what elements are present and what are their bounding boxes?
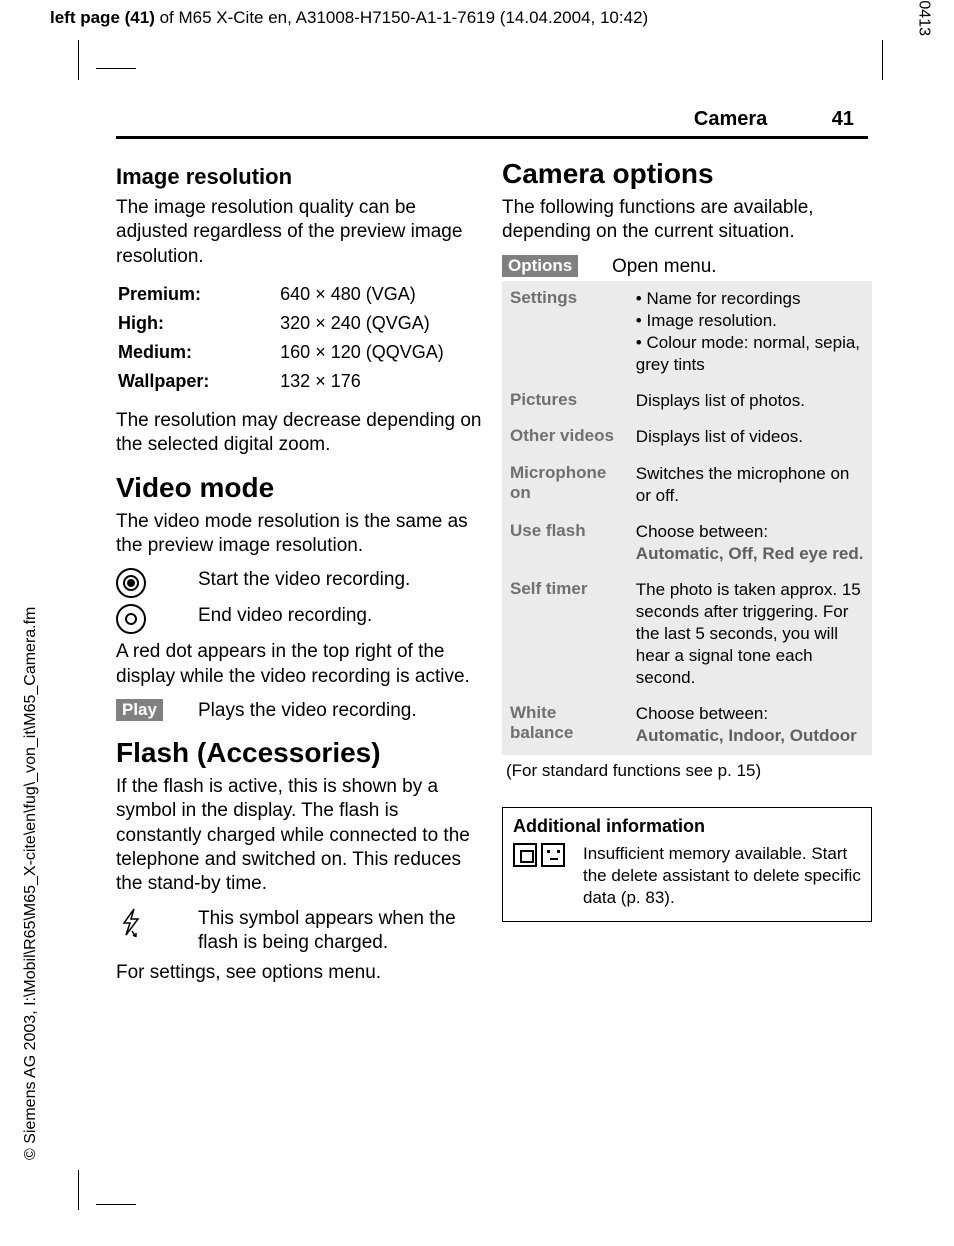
table-row: Self timer The photo is taken approx. 15… (502, 572, 872, 696)
table-row: White balance Choose between: Automatic,… (502, 696, 872, 754)
table-row: Use flash Choose between: Automatic, Off… (502, 514, 872, 572)
table-row: Settings Name for recordings Image resol… (502, 281, 872, 383)
record-start-text: Start the video recording. (198, 568, 410, 592)
flash-symbol-row: This symbol appears when the flash is be… (116, 907, 486, 956)
heading-video-mode: Video mode (116, 472, 486, 504)
opt-desc: Displays list of videos. (628, 419, 872, 455)
play-desc: Plays the video recording. (198, 699, 417, 723)
res-label: High: (118, 310, 278, 337)
heading-camera-options: Camera options (502, 158, 872, 190)
options-open-desc: Open menu. (612, 255, 717, 279)
page-header: Camera 41 (694, 108, 854, 131)
record-end-icon (116, 604, 198, 634)
heading-image-resolution: Image resolution (116, 164, 486, 190)
opt-bullet: Name for recordings (636, 288, 864, 310)
opt-label: White balance (502, 696, 628, 754)
para-video: The video mode resolution is the same as… (116, 510, 486, 559)
page-number: 41 (832, 108, 854, 131)
res-label: Premium: (118, 281, 278, 308)
res-value: 320 × 240 (QVGA) (280, 310, 484, 337)
crop-mark (78, 1170, 79, 1210)
play-row: Play Plays the video recording. (116, 699, 486, 723)
resolution-table: Premium:640 × 480 (VGA) High:320 × 240 (… (116, 279, 486, 397)
right-column: Camera options The following functions a… (502, 158, 872, 922)
page-section: Camera (694, 108, 767, 131)
res-value: 160 × 120 (QQVGA) (280, 339, 484, 366)
additional-info-title: Additional information (513, 816, 861, 837)
play-softkey: Play (116, 699, 163, 721)
side-note-right: VAR Language: en; VAR issue date: 040413 (914, 0, 932, 36)
options-softkey: Options (502, 255, 578, 277)
additional-info-icons (513, 843, 583, 867)
opt-desc-pre: Choose between: (636, 522, 768, 541)
para-camopts-intro: The following functions are available, d… (502, 196, 872, 245)
table-row: High:320 × 240 (QVGA) (118, 310, 484, 337)
opt-desc: Choose between: Automatic, Indoor, Outdo… (628, 696, 872, 754)
additional-info-box: Additional information Insufficient memo… (502, 807, 872, 922)
opt-bullet: Colour mode: normal, sepia, grey tints (636, 332, 864, 376)
opt-label: Self timer (502, 572, 628, 696)
table-row: Premium:640 × 480 (VGA) (118, 281, 484, 308)
doc-header-bold: left page (41) (50, 8, 155, 27)
crop-mark (882, 40, 883, 80)
opt-desc-pre: Choose between: (636, 704, 768, 723)
opt-label: Microphone on (502, 456, 628, 514)
opt-label: Other videos (502, 419, 628, 455)
opt-desc: Switches the microphone on or off. (628, 456, 872, 514)
flash-symbol-text: This symbol appears when the flash is be… (198, 907, 486, 956)
res-value: 640 × 480 (VGA) (280, 281, 484, 308)
record-end-row: End video recording. (116, 604, 486, 634)
table-row: Wallpaper:132 × 176 (118, 368, 484, 395)
heading-flash: Flash (Accessories) (116, 737, 486, 769)
face-icon (541, 843, 565, 867)
doc-header: left page (41) of M65 X-Cite en, A31008-… (50, 8, 648, 28)
opt-label: Settings (502, 281, 628, 383)
res-value: 132 × 176 (280, 368, 484, 395)
para-flash: If the flash is active, this is shown by… (116, 775, 486, 897)
opt-desc-bold: Automatic, Off, Red eye red. (636, 544, 864, 563)
crop-mark (96, 68, 136, 69)
res-label: Wallpaper: (118, 368, 278, 395)
para-imgres: The image resolution quality can be adju… (116, 196, 486, 269)
side-note-left: © Siemens AG 2003, I:\Mobil\R65\M65_X-ci… (22, 607, 40, 1160)
opt-label: Pictures (502, 383, 628, 419)
para-resnote: The resolution may decrease depending on… (116, 409, 486, 458)
table-row: Medium:160 × 120 (QQVGA) (118, 339, 484, 366)
table-row: Pictures Displays list of photos. (502, 383, 872, 419)
para-flash-opt: For settings, see options menu. (116, 961, 486, 985)
opt-desc-bold: Automatic, Indoor, Outdoor (636, 726, 857, 745)
crop-mark (78, 40, 79, 80)
opt-desc: Displays list of photos. (628, 383, 872, 419)
crop-mark (96, 1204, 136, 1205)
para-reddot: A red dot appears in the top right of th… (116, 640, 486, 689)
table-row: Microphone on Switches the microphone on… (502, 456, 872, 514)
header-rule (116, 136, 868, 139)
opt-bullet: Image resolution. (636, 310, 864, 332)
opt-desc: Choose between: Automatic, Off, Red eye … (628, 514, 872, 572)
record-end-text: End video recording. (198, 604, 372, 628)
std-functions-note: (For standard functions see p. 15) (502, 755, 872, 781)
additional-info-text: Insufficient memory available. Start the… (583, 843, 861, 909)
options-open-row: Options Open menu. (502, 255, 872, 279)
play-softkey-cell: Play (116, 699, 198, 721)
flash-icon (116, 907, 198, 937)
opt-desc: The photo is taken approx. 15 seconds af… (628, 572, 872, 696)
left-column: Image resolution The image resolution qu… (116, 158, 486, 996)
opt-label: Use flash (502, 514, 628, 572)
res-label: Medium: (118, 339, 278, 366)
opt-desc: Name for recordings Image resolution. Co… (628, 281, 872, 383)
record-start-icon (116, 568, 198, 598)
table-row: Other videos Displays list of videos. (502, 419, 872, 455)
options-table: Settings Name for recordings Image resol… (502, 281, 872, 755)
disk-icon (513, 843, 537, 867)
doc-header-rest: of M65 X-Cite en, A31008-H7150-A1-1-7619… (155, 8, 648, 27)
record-start-row: Start the video recording. (116, 568, 486, 598)
